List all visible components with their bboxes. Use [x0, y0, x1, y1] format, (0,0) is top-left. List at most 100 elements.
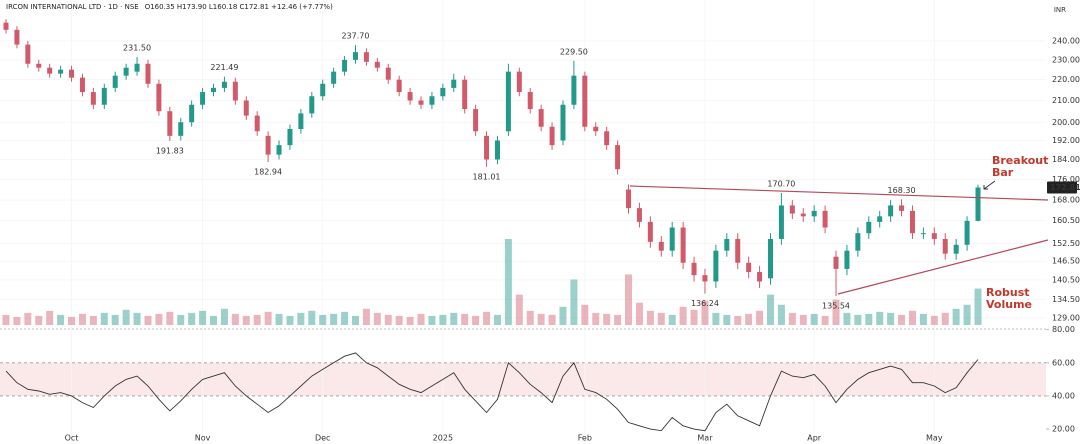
callout-arrow-head: [983, 185, 988, 190]
candle-body: [440, 87, 446, 97]
volume-bar: [625, 274, 633, 325]
volume-bar: [854, 314, 862, 325]
volume-bar: [166, 311, 174, 325]
candle-body: [888, 205, 894, 217]
currency: INR: [1053, 6, 1066, 14]
price-annotation: 237.70: [341, 32, 369, 41]
volume-bar: [351, 315, 359, 325]
candle-body: [702, 275, 708, 282]
volume-bar: [188, 312, 196, 325]
volume-bar: [122, 309, 130, 325]
candle-body: [47, 67, 53, 74]
candle-body: [69, 69, 75, 78]
volume-bar: [810, 313, 818, 325]
candle-body: [505, 71, 511, 132]
candle-body: [757, 272, 763, 282]
candle-body: [276, 145, 282, 155]
volume-bar: [559, 306, 567, 325]
candle-body: [811, 210, 817, 217]
candle-body: [254, 115, 260, 132]
volume-bar: [472, 315, 480, 325]
candle-body: [746, 262, 752, 273]
candle-body: [287, 129, 293, 146]
candle-body: [145, 63, 151, 84]
candle-body: [647, 221, 653, 242]
price-annotation: 170.70: [767, 179, 795, 188]
volume-bar: [537, 313, 545, 325]
volume-bar: [253, 314, 261, 325]
volume-bar: [963, 304, 971, 325]
volume-bar: [100, 312, 108, 325]
candle-body: [211, 87, 217, 93]
candle-body: [571, 75, 577, 105]
volume-bar: [384, 314, 392, 325]
volume-bar: [843, 312, 851, 325]
price-annotation: 168.30: [888, 186, 916, 195]
candle-body: [549, 126, 555, 146]
volume-bar: [592, 312, 600, 325]
price-annotation: 229.50: [560, 47, 588, 56]
volume-bar: [876, 311, 884, 325]
y-tick-label: 40.00: [1052, 391, 1075, 400]
candle-body: [178, 122, 184, 136]
y-tick-label: 168.00: [1052, 196, 1080, 205]
header: IRCON INTERNATIONAL LTD · 1D · NSE O160.3…: [6, 3, 339, 11]
volume-bar: [341, 311, 349, 325]
y-tick-label: 200.00: [1052, 118, 1080, 127]
candle-body: [669, 227, 675, 251]
candle-body: [658, 241, 664, 251]
rsi-band: [0, 362, 1046, 396]
volume-bar: [930, 315, 938, 325]
volume-bar: [745, 313, 753, 325]
ohlc: O160.35 H173.90 L160.18 C172.81 +12.46 (…: [144, 3, 333, 11]
volume-bar: [690, 309, 698, 325]
volume-bar: [286, 315, 294, 325]
candle-body: [593, 126, 599, 132]
price-annotation: 181.01: [473, 172, 501, 181]
candle-body: [484, 135, 490, 160]
x-tick-label: Mar: [697, 434, 713, 443]
candle-body: [942, 238, 948, 254]
y-tick-label: 134.50: [1052, 295, 1080, 304]
candle-body: [920, 233, 926, 235]
volume-bar: [133, 312, 141, 325]
price-annotation: 135.54: [822, 301, 850, 310]
price-annotation: 221.49: [210, 63, 238, 72]
candle-body: [560, 104, 566, 141]
volume-bar: [13, 316, 21, 325]
volume-bar: [908, 310, 916, 325]
x-tick-label: Nov: [195, 434, 211, 443]
volume-bar: [493, 314, 501, 325]
last-price-tag: [1047, 181, 1077, 194]
volume-bar: [461, 313, 469, 325]
y-tick-label: 160.50: [1052, 216, 1080, 225]
volume-bar: [635, 302, 643, 325]
candle-body: [877, 216, 883, 222]
x-tick-label: Dec: [315, 434, 330, 443]
rsi-line: [5, 352, 979, 432]
candle-body: [90, 92, 96, 105]
candle-body: [3, 22, 9, 30]
volume-bar: [515, 294, 523, 325]
candle-body: [975, 187, 981, 221]
volume-bar: [657, 312, 665, 325]
volume-bar: [788, 312, 796, 325]
x-tick-label: May: [926, 434, 943, 443]
volume-bar: [406, 316, 414, 325]
candle-body: [964, 220, 970, 245]
volume-bar: [766, 294, 774, 325]
volume-bar: [155, 313, 163, 325]
candle-body: [58, 69, 64, 74]
y-tick-label: 140.50: [1052, 275, 1080, 284]
candle-body: [713, 250, 719, 282]
volume-bar: [570, 279, 578, 325]
volume-bar: [417, 313, 425, 325]
candle-body: [189, 104, 195, 123]
candle-body: [680, 227, 686, 263]
x-tick-label: Oct: [65, 434, 79, 443]
candle-body: [134, 63, 140, 72]
candle-body: [844, 250, 850, 269]
volume-bar: [668, 314, 676, 325]
candle-body: [953, 244, 959, 254]
candle-body: [866, 221, 872, 234]
